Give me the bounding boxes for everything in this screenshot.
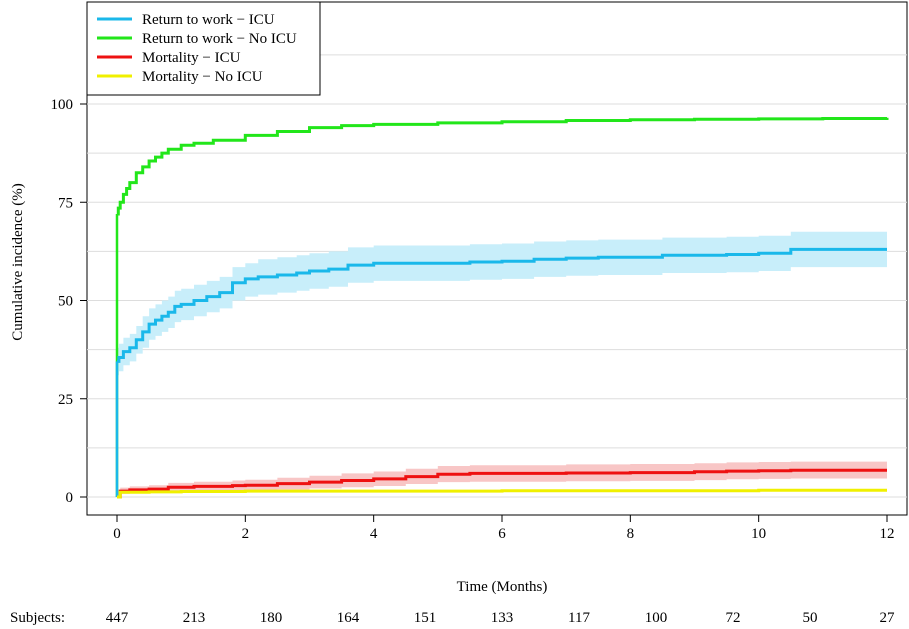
risk-table-count: 72	[726, 610, 741, 626]
x-tick-label: 2	[242, 526, 250, 542]
plot-frame	[86, 1, 908, 516]
series-lines	[115, 117, 889, 499]
legend: Return to work − ICU Return to work − No …	[86, 1, 321, 96]
confidence-band	[117, 231, 887, 376]
y-axis-label: Cumulative incidence (%)	[10, 183, 26, 340]
risk-table-count: 27	[880, 610, 896, 626]
risk-table-count: 164	[337, 610, 360, 626]
legend-entry: Return to work − No ICU	[142, 31, 297, 47]
risk-table-count: 447	[106, 610, 129, 626]
series-line-2	[117, 468, 887, 499]
legend-entry: Mortality − ICU	[142, 50, 241, 66]
x-tick-label: 10	[751, 526, 766, 542]
x-tick-label: 6	[498, 526, 506, 542]
y-axis: 0 25 50 75 100	[51, 97, 87, 506]
risk-table: 447 213 180 164 151 133 117 100 72 50 27	[106, 610, 895, 626]
risk-table-count: 213	[183, 610, 206, 626]
confidence-bands	[117, 231, 887, 497]
risk-table-label: Subjects:	[10, 610, 65, 626]
risk-table-count: 100	[645, 610, 668, 626]
y-tick-label: 50	[58, 294, 73, 310]
series-line-3	[117, 488, 887, 499]
series-line-1	[116, 117, 889, 216]
x-axis: 0 2 4 6 8 10 12	[113, 515, 895, 542]
y-tick-label: 0	[66, 490, 74, 506]
legend-entry: Return to work − ICU	[142, 12, 275, 28]
y-tick-label: 25	[58, 392, 73, 408]
legend-entry: Mortality − No ICU	[142, 69, 263, 85]
y-tick-label: 75	[58, 195, 73, 211]
series-line-0	[117, 247, 887, 363]
risk-table-count: 133	[491, 610, 514, 626]
x-tick-label: 12	[880, 526, 895, 542]
x-tick-label: 0	[113, 526, 121, 542]
x-axis-label: Time (Months)	[457, 579, 548, 595]
x-tick-label: 8	[627, 526, 635, 542]
x-tick-label: 4	[370, 526, 378, 542]
risk-table-count: 180	[260, 610, 283, 626]
risk-table-count: 151	[414, 610, 437, 626]
risk-table-count: 117	[568, 610, 590, 626]
risk-table-count: 50	[803, 610, 818, 626]
y-tick-label: 100	[51, 97, 74, 113]
